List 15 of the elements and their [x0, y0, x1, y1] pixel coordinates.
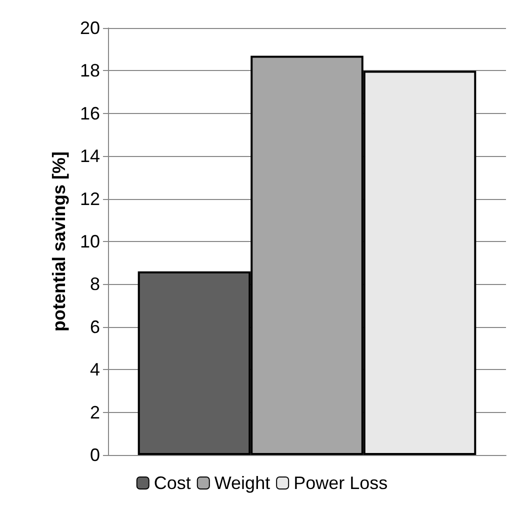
y-tick-label: 0 [90, 445, 100, 465]
y-tick-label: 12 [80, 188, 100, 209]
y-tick-label: 16 [80, 103, 100, 124]
y-tick-label: 20 [80, 18, 100, 38]
legend-label: Power Loss [294, 473, 388, 493]
y-tick-label: 18 [80, 60, 100, 81]
y-axis-title: potential savings [%] [49, 151, 69, 332]
y-tick-label: 10 [80, 232, 100, 252]
y-tick-label: 14 [80, 146, 100, 166]
y-tick-label: 6 [90, 316, 100, 337]
legend-label: Weight [214, 473, 270, 493]
y-tick-label: 8 [90, 274, 100, 294]
y-tick-label: 2 [90, 402, 100, 422]
legend-label: Cost [154, 473, 191, 493]
y-tick-label: 4 [90, 360, 100, 380]
